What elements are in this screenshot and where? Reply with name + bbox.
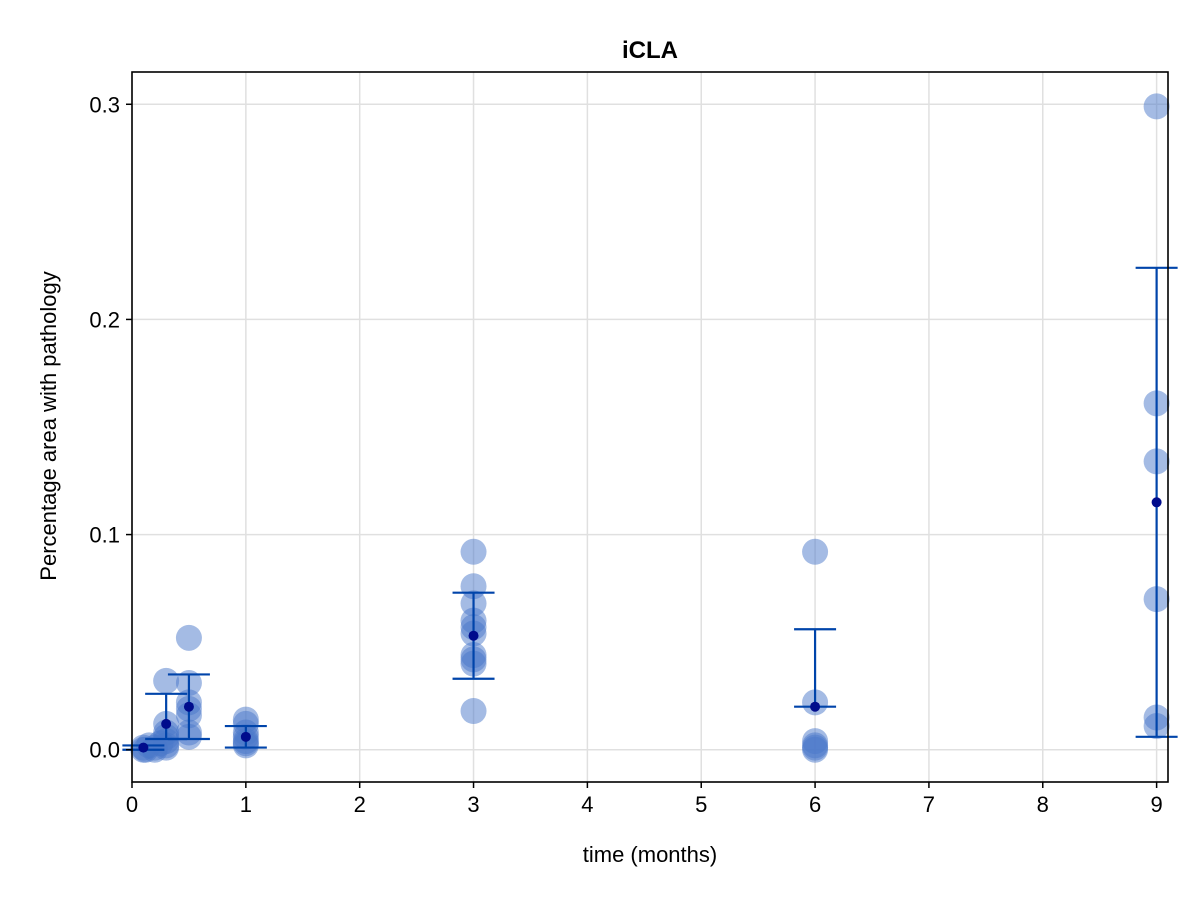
y-tick-label: 0.3 xyxy=(89,92,120,117)
mean-marker xyxy=(138,742,149,753)
y-tick-label: 0.2 xyxy=(89,307,120,332)
x-tick-label: 6 xyxy=(809,792,821,817)
plot-frame xyxy=(131,71,1169,783)
chart-title: iCLA xyxy=(622,37,678,64)
data-point xyxy=(802,736,829,763)
y-axis-label: Percentage area with pathology xyxy=(36,271,61,580)
x-tick-label: 4 xyxy=(581,792,593,817)
data-point xyxy=(1143,93,1170,120)
x-axis-label: time (months) xyxy=(583,842,717,867)
mean-marker xyxy=(1151,497,1162,508)
grid xyxy=(131,72,1168,782)
x-axis-ticks: 0 1 2 3 4 5 6 7 8 9 xyxy=(126,782,1163,817)
x-tick-label: 2 xyxy=(354,792,366,817)
x-tick-label: 3 xyxy=(467,792,479,817)
y-tick-label: 0.1 xyxy=(89,523,120,548)
data-point xyxy=(460,698,487,724)
x-tick-label: 8 xyxy=(1037,792,1049,817)
mean-marker xyxy=(810,701,821,712)
x-tick-label: 9 xyxy=(1150,792,1162,817)
data-point xyxy=(460,538,487,565)
data-point xyxy=(175,624,202,651)
x-tick-label: 0 xyxy=(126,792,138,817)
mean-markers xyxy=(138,497,1162,753)
x-tick-label: 5 xyxy=(695,792,707,817)
y-tick-label: 0.0 xyxy=(89,738,120,763)
mean-marker xyxy=(240,731,251,742)
mean-marker xyxy=(468,630,479,641)
mean-marker xyxy=(161,718,172,729)
x-tick-label: 7 xyxy=(923,792,935,817)
data-point xyxy=(802,538,829,565)
data-point xyxy=(153,667,180,694)
y-axis-ticks: 0.0 0.1 0.2 0.3 xyxy=(89,92,132,763)
x-tick-label: 1 xyxy=(240,792,252,817)
mean-marker xyxy=(183,701,194,712)
